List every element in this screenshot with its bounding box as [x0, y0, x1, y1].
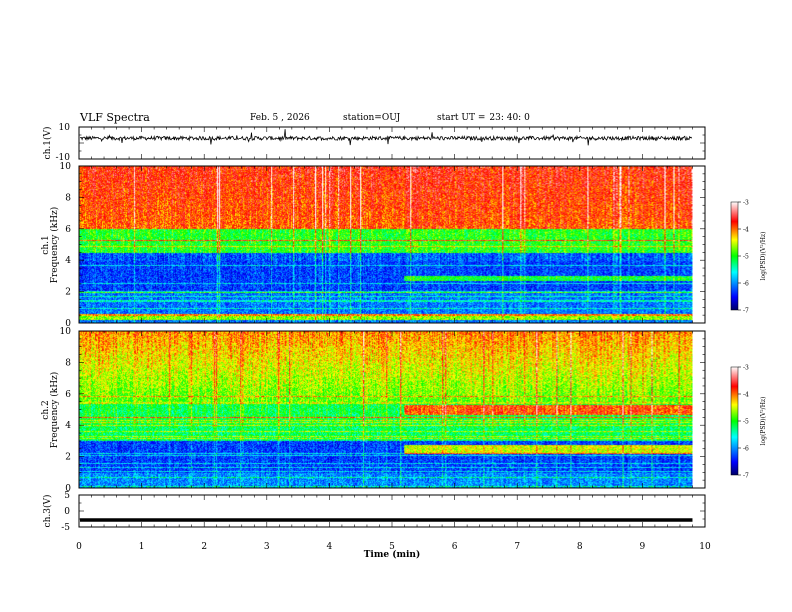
ch3-waveform-panel: 5 0 -5 ch.3(V) [42, 491, 706, 533]
y-tick-label: 8 [65, 358, 71, 368]
y-tick-label: 0 [65, 319, 71, 329]
ch3-ytick-bottom: -5 [61, 523, 70, 533]
ch2-spectrogram-ticks [78, 330, 706, 489]
x-tick-label: 9 [640, 542, 646, 552]
ch1-waveform-panel: 10 -10 ch.1(V) [42, 123, 706, 163]
colorbar-tick-label: -4 [743, 227, 749, 234]
y-tick-label: 4 [65, 421, 71, 431]
ch2-spec-ylabel-channel: ch.2 [41, 400, 51, 419]
ch1-ytick-top: 10 [59, 123, 71, 133]
y-tick-label: 6 [65, 225, 71, 235]
start-time-value: 23: 40: 0 [489, 113, 530, 123]
station-label: station= [343, 113, 382, 123]
ch3-ytick-mid: 0 [64, 507, 70, 517]
colorbar-tick-label: -7 [743, 308, 749, 315]
colorbar-tick-label: -7 [743, 473, 749, 480]
ch2-colorbar-label: log(PSD)(V²/Hz) [760, 397, 767, 446]
x-tick-label: 3 [264, 542, 270, 552]
ch3-ytick-top: 5 [64, 491, 70, 501]
colorbar-tick-label: -4 [743, 392, 749, 399]
x-tick-label: 1 [139, 542, 145, 552]
y-tick-label: 8 [65, 193, 71, 203]
y-tick-label: 4 [65, 256, 71, 266]
ch2-spectrogram-image [79, 331, 693, 488]
y-tick-label: 2 [65, 288, 71, 298]
colorbar-tick-label: -5 [743, 254, 749, 261]
ch1-spec-ylabel-freq: Frequency (kHz) [49, 207, 60, 284]
ch1-spectrogram-image [79, 166, 693, 323]
station-code: OUJ [381, 113, 401, 123]
ch1-colorbar-ticks: -3 -4 -5 -6 -7 [738, 200, 749, 315]
ch2-yticks: 0 2 4 6 8 10 [60, 327, 72, 494]
x-tick-label: 6 [452, 542, 458, 552]
x-tick-label: 2 [201, 542, 207, 552]
y-tick-label: 10 [60, 162, 72, 172]
colorbar-tick-label: -3 [743, 365, 749, 372]
station-info: station=OUJ [343, 113, 400, 123]
ch1-yticks: 0 2 4 6 8 10 [60, 162, 72, 329]
ch2-colorbar-ticks: -3 -4 -5 -6 -7 [738, 365, 749, 480]
date-label: Feb. 5 , 2026 [250, 113, 310, 123]
ch1-colorbar-label: log(PSD)(V²/Hz) [760, 232, 767, 281]
ch1-spec-ylabel-channel: ch.1 [41, 235, 51, 254]
x-tick-labels: 0 1 2 3 4 5 6 7 8 9 10 [76, 542, 711, 552]
x-tick-label: 10 [699, 542, 711, 552]
ch1-spectrogram-ticks [78, 165, 706, 324]
x-tick-label: 0 [76, 542, 82, 552]
ch1-waveform-ticks [78, 126, 706, 160]
start-time-info: start UT = 23: 40: 0 [437, 113, 530, 123]
colorbar-tick-label: -5 [743, 419, 749, 426]
ch2-colorbar [730, 366, 739, 476]
x-tick-label: 7 [514, 542, 520, 552]
ch1-colorbar [730, 201, 739, 311]
colorbar-tick-label: -6 [743, 281, 749, 288]
figure-title: VLF Spectra [80, 111, 150, 124]
y-tick-label: 6 [65, 390, 71, 400]
ch3-waveform-ticks [78, 494, 706, 528]
x-tick-label: 8 [577, 542, 583, 552]
x-tick-label: 4 [327, 542, 333, 552]
ch3-ylabel: ch.3(V) [42, 495, 53, 528]
x-axis-label: Time (min) [364, 549, 421, 560]
y-tick-label: 2 [65, 453, 71, 463]
y-tick-label: 0 [65, 484, 71, 494]
colorbar-tick-label: -3 [743, 200, 749, 207]
colorbar-tick-label: -6 [743, 446, 749, 453]
ch1-waveform-trace [79, 129, 693, 146]
ch2-spec-ylabel-freq: Frequency (kHz) [49, 372, 60, 449]
x-tick-label: 5 [389, 542, 395, 552]
y-tick-label: 10 [60, 327, 72, 337]
start-time-label: start UT = [437, 113, 486, 123]
ch1-ytick-bottom: -10 [56, 153, 71, 163]
ch1-ylabel: ch.1(V) [42, 127, 53, 160]
